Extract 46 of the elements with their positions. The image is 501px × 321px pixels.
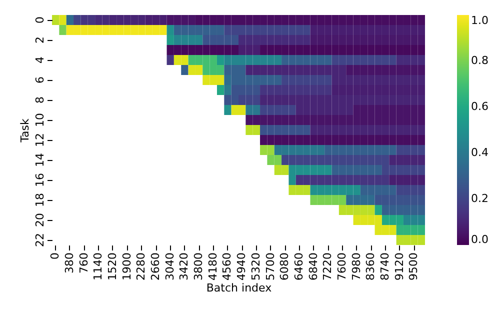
- x-tick-label: 5700: [264, 252, 277, 280]
- x-tick-label: 760: [77, 252, 90, 274]
- x-tick-label: 4940: [235, 252, 248, 280]
- x-tick-label: 1520: [106, 252, 119, 280]
- x-tick-label: 0: [48, 252, 62, 260]
- x-tick-label: 6460: [292, 252, 306, 280]
- x-tick-label: 6080: [278, 252, 292, 280]
- color-bar-label: 0.0: [471, 233, 488, 246]
- x-tick-label: 6840: [306, 252, 320, 280]
- y-tick-label: 20: [34, 213, 46, 227]
- x-tick-label: 1900: [120, 252, 134, 280]
- y-tick-label: 22: [34, 233, 46, 247]
- x-tick-label: 5320: [249, 252, 262, 280]
- x-tick-label: 380: [62, 252, 76, 274]
- color-bar-label: 0.6: [471, 100, 488, 113]
- x-tick-label: 3800: [192, 252, 206, 280]
- x-tick-label: 7600: [336, 252, 349, 280]
- x-axis-title: Batch index: [206, 281, 272, 294]
- y-tick-label: 16: [34, 173, 46, 187]
- x-tick-label: 4560: [220, 252, 234, 280]
- x-tick-label: 7980: [350, 252, 363, 280]
- color-bar-label: 0.2: [471, 192, 488, 205]
- y-tick-label: 2: [34, 36, 46, 44]
- color-bar-label: 1.0: [471, 14, 488, 27]
- y-tick-label: 0: [34, 16, 46, 24]
- x-tick-label: 8360: [364, 252, 378, 280]
- y-tick-label: 10: [34, 113, 46, 127]
- x-tick-label: 8740: [378, 252, 392, 280]
- y-tick-label: 12: [34, 133, 46, 147]
- color-bar-label: 0.4: [471, 146, 488, 159]
- y-tick-label: 18: [34, 193, 46, 207]
- x-tick-label: 4180: [206, 252, 220, 280]
- y-axis-title: Task: [18, 118, 32, 144]
- x-tick-label: 9120: [392, 252, 406, 280]
- x-tick-label: 2660: [149, 252, 162, 280]
- x-tick-label: 9500: [407, 252, 420, 280]
- color-bar-label: 0.8: [471, 54, 488, 67]
- x-tick-label: 3420: [178, 252, 191, 280]
- y-tick-label: 14: [34, 153, 46, 167]
- y-tick-label: 4: [34, 56, 46, 64]
- y-tick-label: 6: [34, 76, 46, 84]
- y-tick-label: 8: [34, 96, 46, 104]
- x-tick-label: 2280: [134, 252, 148, 280]
- x-tick-label: 1140: [92, 252, 105, 280]
- x-tick-label: 3040: [163, 252, 176, 280]
- x-tick-label: 7220: [321, 252, 334, 280]
